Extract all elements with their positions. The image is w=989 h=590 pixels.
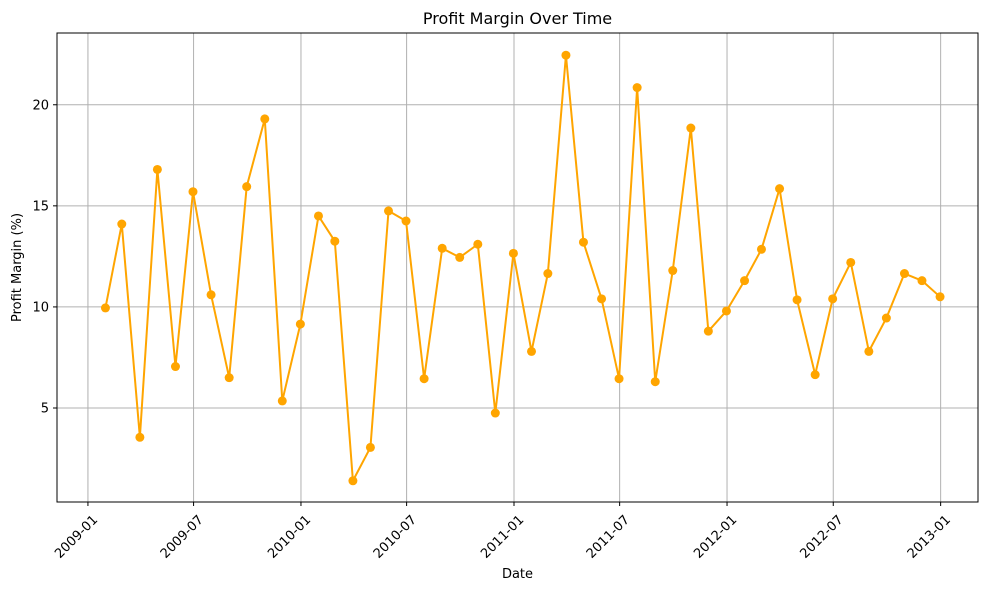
- data-point: [668, 266, 678, 276]
- data-point: [756, 244, 766, 254]
- data-point: [365, 442, 375, 452]
- data-point: [260, 114, 270, 124]
- data-point: [650, 377, 660, 387]
- data-point: [348, 476, 358, 486]
- data-point: [170, 362, 180, 372]
- data-point: [917, 276, 927, 286]
- y-tick-label: 10: [32, 300, 49, 315]
- data-point: [597, 294, 607, 304]
- data-point: [313, 211, 323, 221]
- y-axis-label: Profit Margin (%): [10, 213, 25, 322]
- data-point: [384, 206, 394, 216]
- data-point: [828, 294, 838, 304]
- plot-frame: [56, 32, 979, 503]
- grid: [57, 33, 978, 502]
- data-point: [117, 219, 127, 229]
- data-point: [473, 239, 483, 249]
- y-axis: 5 10 15 20: [32, 98, 57, 416]
- data-point: [881, 313, 891, 323]
- data-point: [614, 374, 624, 384]
- data-point: [935, 292, 945, 302]
- data-point: [740, 276, 750, 286]
- data-point: [152, 164, 162, 174]
- data-point: [419, 374, 429, 384]
- data-point: [846, 257, 856, 267]
- data-point: [437, 243, 447, 253]
- data-point: [721, 306, 731, 316]
- x-axis-label: Date: [502, 567, 533, 582]
- data-point: [455, 252, 465, 262]
- data-point: [775, 184, 785, 194]
- data-point: [578, 237, 588, 247]
- data-point: [277, 396, 287, 406]
- data-point: [864, 346, 874, 356]
- data-point: [899, 269, 909, 279]
- data-point: [295, 319, 305, 329]
- series-layer: [100, 50, 945, 486]
- data-point: [527, 346, 537, 356]
- data-point: [561, 50, 571, 60]
- data-point: [543, 269, 553, 279]
- data-point: [206, 290, 216, 300]
- data-point: [508, 248, 518, 258]
- y-tick-label: 20: [32, 98, 49, 113]
- data-point: [686, 123, 696, 133]
- data-point: [632, 83, 642, 93]
- data-point: [703, 326, 713, 336]
- data-point: [100, 303, 110, 313]
- series-line: [104, 54, 941, 482]
- data-point: [242, 182, 252, 192]
- data-point: [224, 373, 234, 383]
- chart-title: Profit Margin Over Time: [423, 9, 612, 28]
- data-point: [135, 432, 145, 442]
- data-point: [792, 295, 802, 305]
- data-point: [490, 408, 500, 418]
- data-point: [330, 236, 340, 246]
- y-tick-label: 15: [32, 199, 49, 214]
- data-point: [810, 370, 820, 380]
- y-tick-label: 5: [41, 401, 49, 416]
- data-point: [401, 216, 411, 226]
- data-point: [188, 187, 198, 197]
